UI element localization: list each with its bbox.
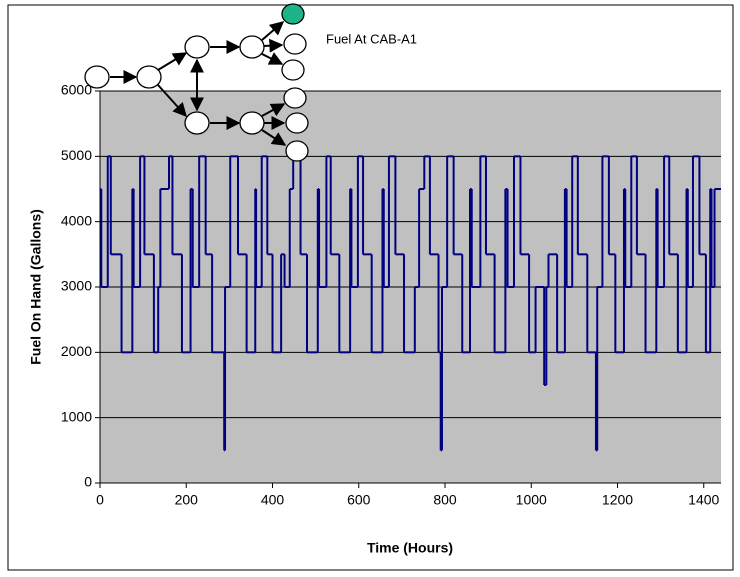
x-tick-label: 200 xyxy=(175,492,199,508)
node xyxy=(184,35,210,59)
annotation: Fuel At CAB-A1 xyxy=(326,31,417,46)
arrow xyxy=(261,21,285,41)
arrow xyxy=(157,84,187,118)
y-tick-label: 3000 xyxy=(61,278,92,294)
node xyxy=(184,111,210,135)
y-axis-label: Fuel On Hand (Gallons) xyxy=(28,209,44,365)
arrow xyxy=(157,52,188,71)
y-tick-label: 2000 xyxy=(61,343,92,359)
highlighted-node xyxy=(281,3,305,25)
arrow xyxy=(261,129,287,146)
node xyxy=(281,59,305,81)
arrow xyxy=(261,103,286,117)
arrow xyxy=(263,38,284,53)
node xyxy=(239,111,265,135)
arrow xyxy=(261,52,284,65)
y-tick-label: 1000 xyxy=(61,408,92,424)
node xyxy=(283,87,307,109)
node-diagram: Fuel At CAB-A1 xyxy=(84,3,417,162)
node xyxy=(285,112,309,134)
x-tick-label: 1400 xyxy=(688,492,719,508)
y-tick-label: 0 xyxy=(84,474,92,490)
x-tick-label: 1000 xyxy=(516,492,547,508)
x-tick-label: 1200 xyxy=(602,492,633,508)
node xyxy=(136,65,162,89)
x-tick-label: 800 xyxy=(433,492,457,508)
x-tick-label: 400 xyxy=(261,492,285,508)
x-tick-label: 0 xyxy=(96,492,104,508)
x-tick-label: 600 xyxy=(347,492,371,508)
node xyxy=(285,140,309,162)
node xyxy=(283,33,307,55)
y-tick-label: 6000 xyxy=(61,82,92,98)
y-tick-label: 4000 xyxy=(61,212,92,228)
node xyxy=(239,35,265,59)
node xyxy=(84,65,110,89)
y-tick-label: 5000 xyxy=(61,147,92,163)
x-axis-label: Time (Hours) xyxy=(367,540,453,556)
